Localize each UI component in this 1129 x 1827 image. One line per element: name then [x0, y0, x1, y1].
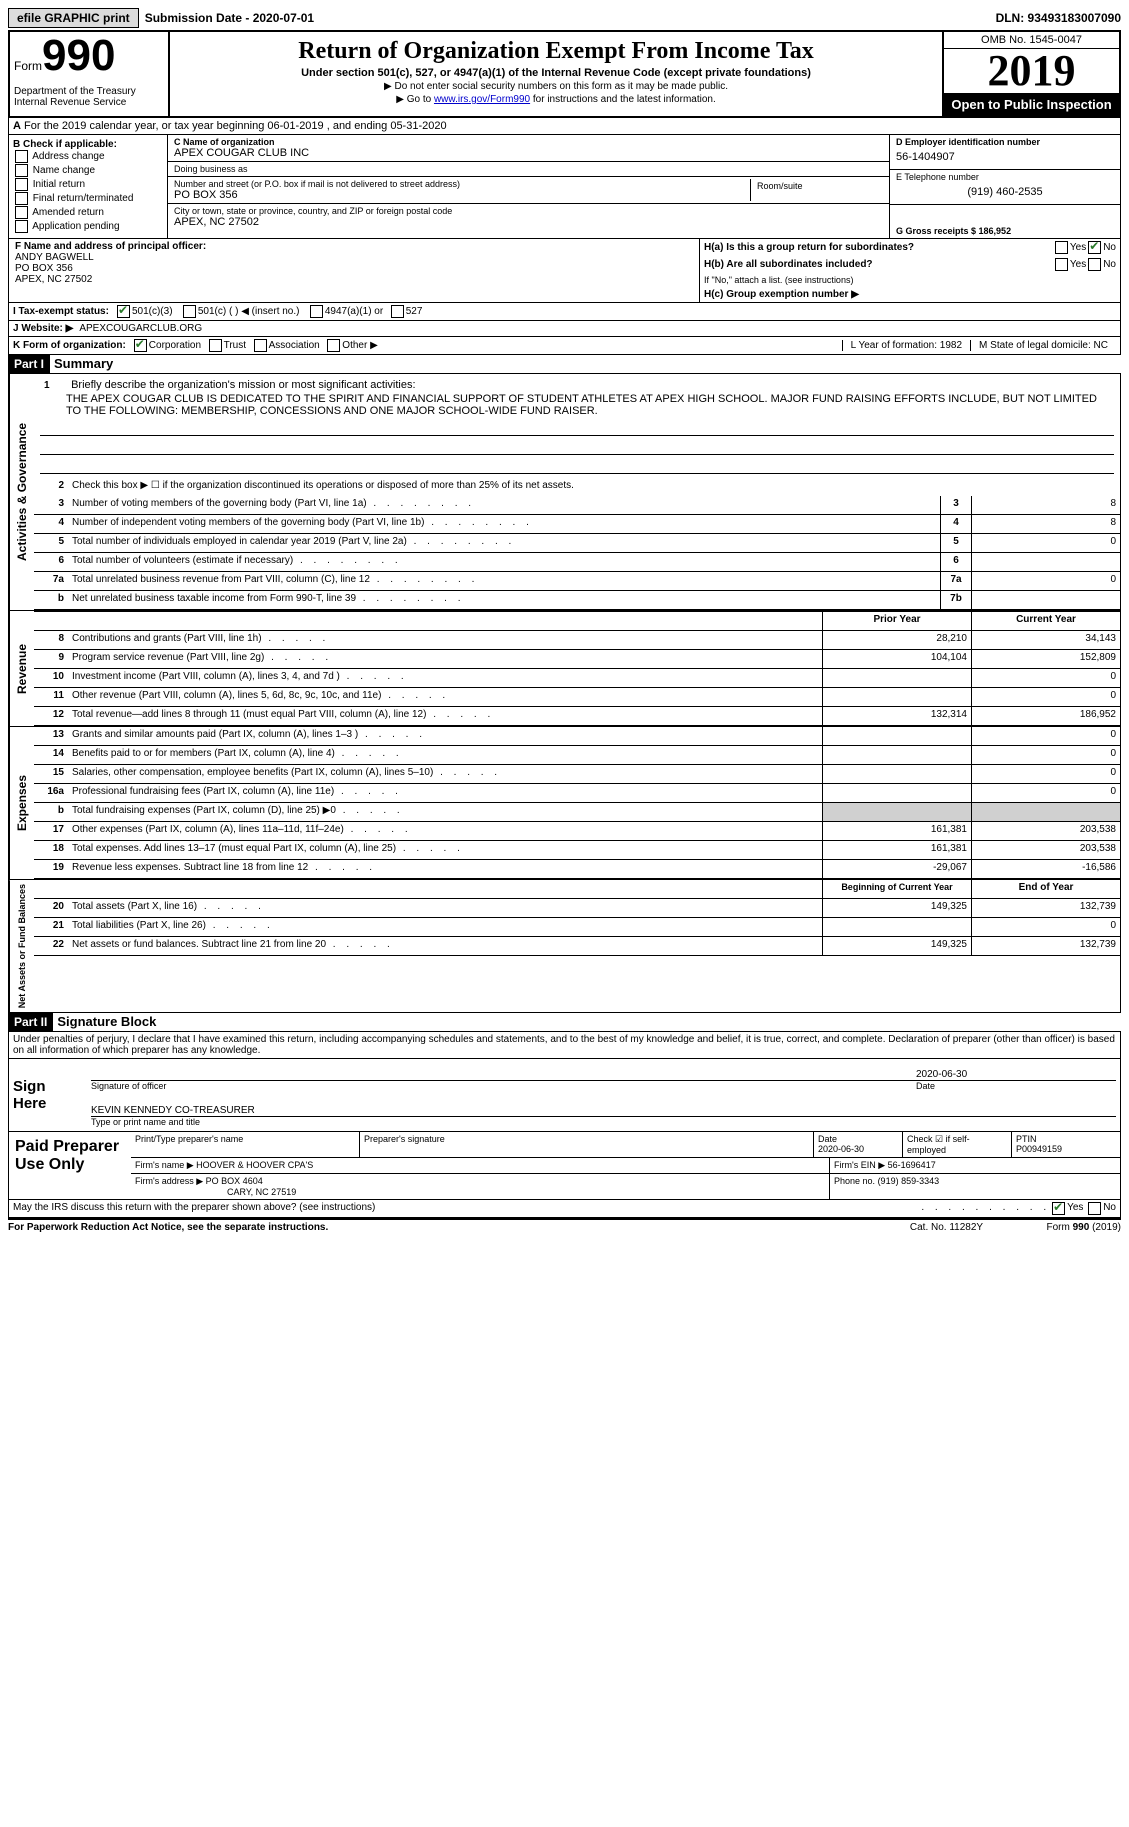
- sig-date: 2020-06-30: [916, 1069, 1116, 1080]
- part-1-bar: Part ISummary: [8, 355, 1121, 373]
- line-b: b Total fundraising expenses (Part IX, c…: [34, 803, 1120, 822]
- tax-year: 2019: [944, 49, 1119, 93]
- org-name: APEX COUGAR CLUB INC: [174, 147, 883, 159]
- k-corp[interactable]: [134, 339, 147, 352]
- irs-label: Internal Revenue Service: [14, 97, 164, 108]
- form-label: Form: [14, 59, 42, 73]
- section-m: M State of legal domicile: NC: [970, 340, 1116, 351]
- irs-discuss-row: May the IRS discuss this return with the…: [8, 1200, 1121, 1218]
- gross-receipts: G Gross receipts $ 186,952: [896, 226, 1011, 236]
- goto-note: ▶ Go to www.irs.gov/Form990 for instruct…: [174, 94, 938, 105]
- chk-address-change[interactable]: Address change: [13, 150, 163, 163]
- ptin: P00949159: [1016, 1144, 1062, 1154]
- line-13: 13 Grants and similar amounts paid (Part…: [34, 727, 1120, 746]
- submission-date: Submission Date - 2020-07-01: [145, 11, 314, 25]
- section-b: B Check if applicable: Address change Na…: [9, 135, 168, 238]
- line-19: 19 Revenue less expenses. Subtract line …: [34, 860, 1120, 879]
- chk-initial-return[interactable]: Initial return: [13, 178, 163, 191]
- line-3: 3 Number of voting members of the govern…: [34, 496, 1120, 515]
- part-2-bar: Part IISignature Block: [8, 1013, 1121, 1031]
- mission-text: THE APEX COUGAR CLUB IS DEDICATED TO THE…: [40, 393, 1114, 417]
- form-header: Form990 Department of the Treasury Inter…: [8, 30, 1121, 118]
- section-i: I Tax-exempt status: 501(c)(3) 501(c) ( …: [8, 303, 1121, 321]
- section-klm: K Form of organization: Corporation Trus…: [8, 337, 1121, 355]
- discuss-no[interactable]: [1088, 1202, 1101, 1215]
- form-title: Return of Organization Exempt From Incom…: [174, 38, 938, 65]
- telephone: (919) 460-2535: [896, 182, 1114, 202]
- firm-name: HOOVER & HOOVER CPA'S: [196, 1160, 313, 1170]
- k-other[interactable]: [327, 339, 340, 352]
- officer-h-block: F Name and address of principal officer:…: [8, 239, 1121, 303]
- firm-ein: 56-1696417: [888, 1160, 936, 1170]
- city-state-zip: APEX, NC 27502: [174, 216, 883, 228]
- line-17: 17 Other expenses (Part IX, column (A), …: [34, 822, 1120, 841]
- ein: 56-1404907: [896, 147, 1114, 167]
- officer-signed-name: KEVIN KENNEDY CO-TREASURER: [91, 1105, 1116, 1116]
- activities-governance: Activities & Governance 1 Briefly descri…: [8, 373, 1121, 611]
- ha-yes[interactable]: [1055, 241, 1068, 254]
- expenses-section: Expenses 13 Grants and similar amounts p…: [8, 727, 1121, 880]
- section-f: F Name and address of principal officer:…: [9, 239, 700, 302]
- firm-phone: (919) 859-3343: [878, 1176, 940, 1186]
- dept-treasury: Department of the Treasury: [14, 86, 164, 97]
- hb-no[interactable]: [1088, 258, 1101, 271]
- irs-link[interactable]: www.irs.gov/Form990: [434, 94, 530, 105]
- chk-final-return[interactable]: Final return/terminated: [13, 192, 163, 205]
- line-16a: 16a Professional fundraising fees (Part …: [34, 784, 1120, 803]
- chk-amended[interactable]: Amended return: [13, 206, 163, 219]
- efile-button[interactable]: efile GRAPHIC print: [8, 8, 139, 28]
- line-15: 15 Salaries, other compensation, employe…: [34, 765, 1120, 784]
- line-10: 10 Investment income (Part VIII, column …: [34, 669, 1120, 688]
- i-501c[interactable]: [183, 305, 196, 318]
- line-a: A For the 2019 calendar year, or tax yea…: [8, 118, 1121, 135]
- k-assoc[interactable]: [254, 339, 267, 352]
- k-trust[interactable]: [209, 339, 222, 352]
- sign-here-block: Sign Here 2020-06-30 Signature of office…: [8, 1058, 1121, 1132]
- perjury-declaration: Under penalties of perjury, I declare th…: [8, 1031, 1121, 1058]
- page-footer: For Paperwork Reduction Act Notice, see …: [8, 1220, 1121, 1233]
- line-14: 14 Benefits paid to or for members (Part…: [34, 746, 1120, 765]
- hb-yes[interactable]: [1055, 258, 1068, 271]
- officer-name: ANDY BAGWELL: [15, 252, 94, 263]
- discuss-yes[interactable]: [1052, 1202, 1065, 1215]
- section-j: J Website: ▶ APEXCOUGARCLUB.ORG: [8, 321, 1121, 337]
- i-4947[interactable]: [310, 305, 323, 318]
- line-11: 11 Other revenue (Part VIII, column (A),…: [34, 688, 1120, 707]
- balances-section: Net Assets or Fund Balances Beginning of…: [8, 880, 1121, 1013]
- line-6: 6 Total number of volunteers (estimate i…: [34, 553, 1120, 572]
- line-12: 12 Total revenue—add lines 8 through 11 …: [34, 707, 1120, 726]
- dln: DLN: 93493183007090: [996, 11, 1121, 25]
- line-8: 8 Contributions and grants (Part VIII, l…: [34, 631, 1120, 650]
- section-h: H(a) Is this a group return for subordin…: [700, 239, 1120, 302]
- i-501c3[interactable]: [117, 305, 130, 318]
- top-bar: efile GRAPHIC print Submission Date - 20…: [8, 8, 1121, 28]
- website: APEXCOUGARCLUB.ORG: [79, 323, 202, 334]
- revenue-section: Revenue Prior Year Current Year 8 Contri…: [8, 611, 1121, 727]
- firm-address: PO BOX 4604: [206, 1176, 263, 1186]
- section-c: C Name of organization APEX COUGAR CLUB …: [168, 135, 889, 238]
- paid-preparer-block: Paid Preparer Use Only Print/Type prepar…: [8, 1132, 1121, 1200]
- line-5: 5 Total number of individuals employed i…: [34, 534, 1120, 553]
- chk-app-pending[interactable]: Application pending: [13, 220, 163, 233]
- line-b: b Net unrelated business taxable income …: [34, 591, 1120, 610]
- identity-block: B Check if applicable: Address change Na…: [8, 135, 1121, 239]
- line-18: 18 Total expenses. Add lines 13–17 (must…: [34, 841, 1120, 860]
- line-21: 21 Total liabilities (Part X, line 26) .…: [34, 918, 1120, 937]
- line-9: 9 Program service revenue (Part VIII, li…: [34, 650, 1120, 669]
- form-subtitle: Under section 501(c), 527, or 4947(a)(1)…: [174, 67, 938, 79]
- section-l: L Year of formation: 1982: [842, 340, 970, 351]
- street-address: PO BOX 356: [174, 189, 750, 201]
- line-2: Check this box ▶ ☐ if the organization d…: [68, 478, 1120, 496]
- form-number: 990: [42, 31, 115, 80]
- public-inspection: Open to Public Inspection: [944, 93, 1119, 116]
- ha-no[interactable]: [1088, 241, 1101, 254]
- line-4: 4 Number of independent voting members o…: [34, 515, 1120, 534]
- i-527[interactable]: [391, 305, 404, 318]
- chk-name-change[interactable]: Name change: [13, 164, 163, 177]
- line-22: 22 Net assets or fund balances. Subtract…: [34, 937, 1120, 956]
- line-20: 20 Total assets (Part X, line 16) . . . …: [34, 899, 1120, 918]
- line-7a: 7a Total unrelated business revenue from…: [34, 572, 1120, 591]
- ssn-note: ▶ Do not enter social security numbers o…: [174, 81, 938, 92]
